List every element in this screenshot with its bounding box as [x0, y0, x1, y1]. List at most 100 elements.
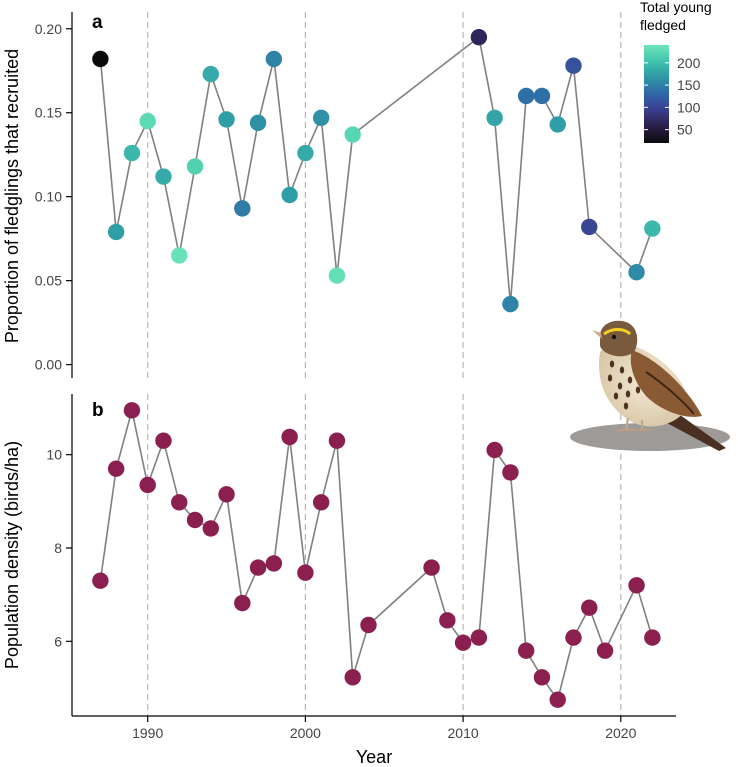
legend-title-line-1: Total young [640, 0, 712, 15]
panel-b-point-2017 [565, 629, 582, 646]
panel-b-point-2018 [581, 599, 598, 616]
panel-a-y-tick-label: 0.15 [35, 105, 62, 121]
legend-tick-label: 50 [677, 122, 693, 138]
panel-b-point-2019 [596, 642, 614, 659]
panel-a-y-title: Proportion of fledglings that recruited [2, 49, 22, 343]
panel-a-y-ticks: 0.00 0.05 0.10 0.15 0.20 [35, 21, 72, 373]
panel-a-point-2017 [565, 57, 582, 74]
panel-a-point-2014 [517, 87, 535, 105]
panel-a-point-2011 [470, 28, 488, 46]
panel-b-point-1992 [171, 494, 188, 511]
panel-a-point-1987 [92, 50, 109, 68]
panel-b-point-2001 [312, 494, 330, 511]
panel-a-decade-lines [147, 12, 622, 378]
panel-b-point-2000 [297, 564, 314, 581]
panel-b-point-1997 [249, 559, 267, 576]
panel-b-y-tick-label: 6 [54, 633, 62, 649]
x-axis-title: Year [356, 747, 392, 767]
panel-b-y-ticks: 6 8 10 [46, 447, 72, 649]
panel-a-point-1988 [107, 223, 125, 241]
panel-b-decade-lines [147, 394, 622, 716]
x-tick-label: 2010 [448, 725, 479, 741]
color-legend: Total young fledged 50 100 150 200 [640, 0, 712, 143]
panel-b-point-2009 [439, 612, 456, 629]
legend-title-line-2: fledged [640, 17, 686, 33]
panel-b-point-2016 [549, 691, 566, 708]
panel-b-y-tick-label: 8 [54, 540, 62, 556]
panel-b-density: 6 8 10 1990 2000 2010 2020 b Population densi… [2, 394, 676, 767]
panel-a-y-tick-label: 0.05 [35, 273, 62, 289]
panel-a-point-1992 [171, 247, 188, 264]
panel-a-point-1997 [249, 114, 267, 132]
panel-b-y-title: Population density (birds/ha) [2, 441, 22, 669]
panel-b-point-1994 [202, 520, 219, 537]
x-tick-label: 1990 [132, 725, 163, 741]
bird-eyebrow [603, 328, 632, 336]
panel-b-point-1998 [265, 555, 283, 572]
panel-b-point-1987 [92, 572, 109, 589]
panel-b-point-2004 [360, 616, 377, 634]
panel-b-point-1999 [281, 428, 298, 446]
bird-breast-streaks [607, 360, 641, 410]
panel-b-point-1996 [234, 594, 251, 612]
bird-eye [611, 334, 617, 340]
panel-b-label: b [92, 400, 104, 421]
panel-b-point-2002 [328, 432, 346, 449]
panel-a-point-2022 [644, 220, 661, 237]
panel-a-y-tick-label: 0.20 [35, 21, 62, 37]
panel-a-label: a [92, 12, 103, 33]
panel-a-point-1994 [202, 65, 219, 83]
panel-a-point-2000 [297, 144, 314, 162]
panel-b-point-2011 [470, 629, 488, 646]
panel-b-point-1988 [107, 460, 125, 477]
panel-b-point-2022 [644, 629, 661, 646]
panel-a-y-tick-label: 0.10 [35, 189, 62, 205]
panel-b-point-1990 [139, 476, 156, 494]
bird-wing [630, 350, 702, 417]
sparrow-illustration [570, 320, 730, 451]
panel-b-point-1995 [218, 486, 235, 503]
legend-tick-label: 200 [677, 55, 701, 71]
bird-wing-stripe [645, 371, 695, 415]
panel-a-point-2001 [312, 109, 330, 126]
panel-a-point-2002 [328, 267, 346, 284]
panel-a-point-2013 [502, 295, 519, 313]
panel-a-point-2012 [486, 109, 503, 126]
panel-a-point-1990 [139, 112, 156, 130]
panel-a-point-1993 [186, 158, 204, 175]
panel-a-series-line [99, 35, 654, 305]
panel-b-y-tick-label: 10 [46, 447, 62, 463]
panel-b-x-ticks: 1990 2000 2010 2020 [132, 716, 637, 741]
panel-b-point-1991 [155, 432, 172, 449]
panel-a-point-2016 [549, 116, 566, 133]
panel-a-point-1991 [155, 168, 172, 185]
panel-a-point-1995 [218, 111, 235, 128]
bird-beak [592, 330, 602, 339]
panel-b-points [92, 402, 661, 708]
panel-b-point-1993 [186, 511, 204, 529]
panel-a-recruitment: 0.00 0.05 0.10 0.15 0.20 a Proportion of fle… [2, 0, 712, 378]
panel-b-point-2021 [628, 577, 645, 594]
legend-ticks: 50 100 150 200 [644, 55, 701, 138]
panel-b-point-2013 [502, 464, 519, 481]
panel-a-point-1996 [234, 200, 251, 217]
panel-a-points [92, 28, 661, 313]
panel-b-point-2015 [533, 669, 551, 686]
x-tick-label: 2020 [605, 725, 636, 741]
legend-tick-label: 150 [677, 77, 701, 93]
panel-a-point-1989 [123, 144, 141, 162]
panel-b-point-2012 [486, 441, 503, 459]
panel-b-series-line [99, 410, 654, 702]
panel-b-point-2014 [517, 642, 535, 659]
legend-tick-label: 100 [677, 99, 701, 115]
panel-b-point-2010 [454, 634, 472, 651]
panel-a-point-2015 [533, 87, 551, 105]
panel-a-point-2018 [581, 218, 598, 236]
panel-a-y-tick-label: 0.00 [35, 357, 62, 373]
panel-a-point-1998 [265, 50, 283, 68]
bird-legs [624, 417, 644, 431]
panel-b-point-2008 [423, 559, 440, 576]
x-tick-label: 2000 [290, 725, 321, 741]
panel-b-point-2003 [344, 669, 361, 686]
